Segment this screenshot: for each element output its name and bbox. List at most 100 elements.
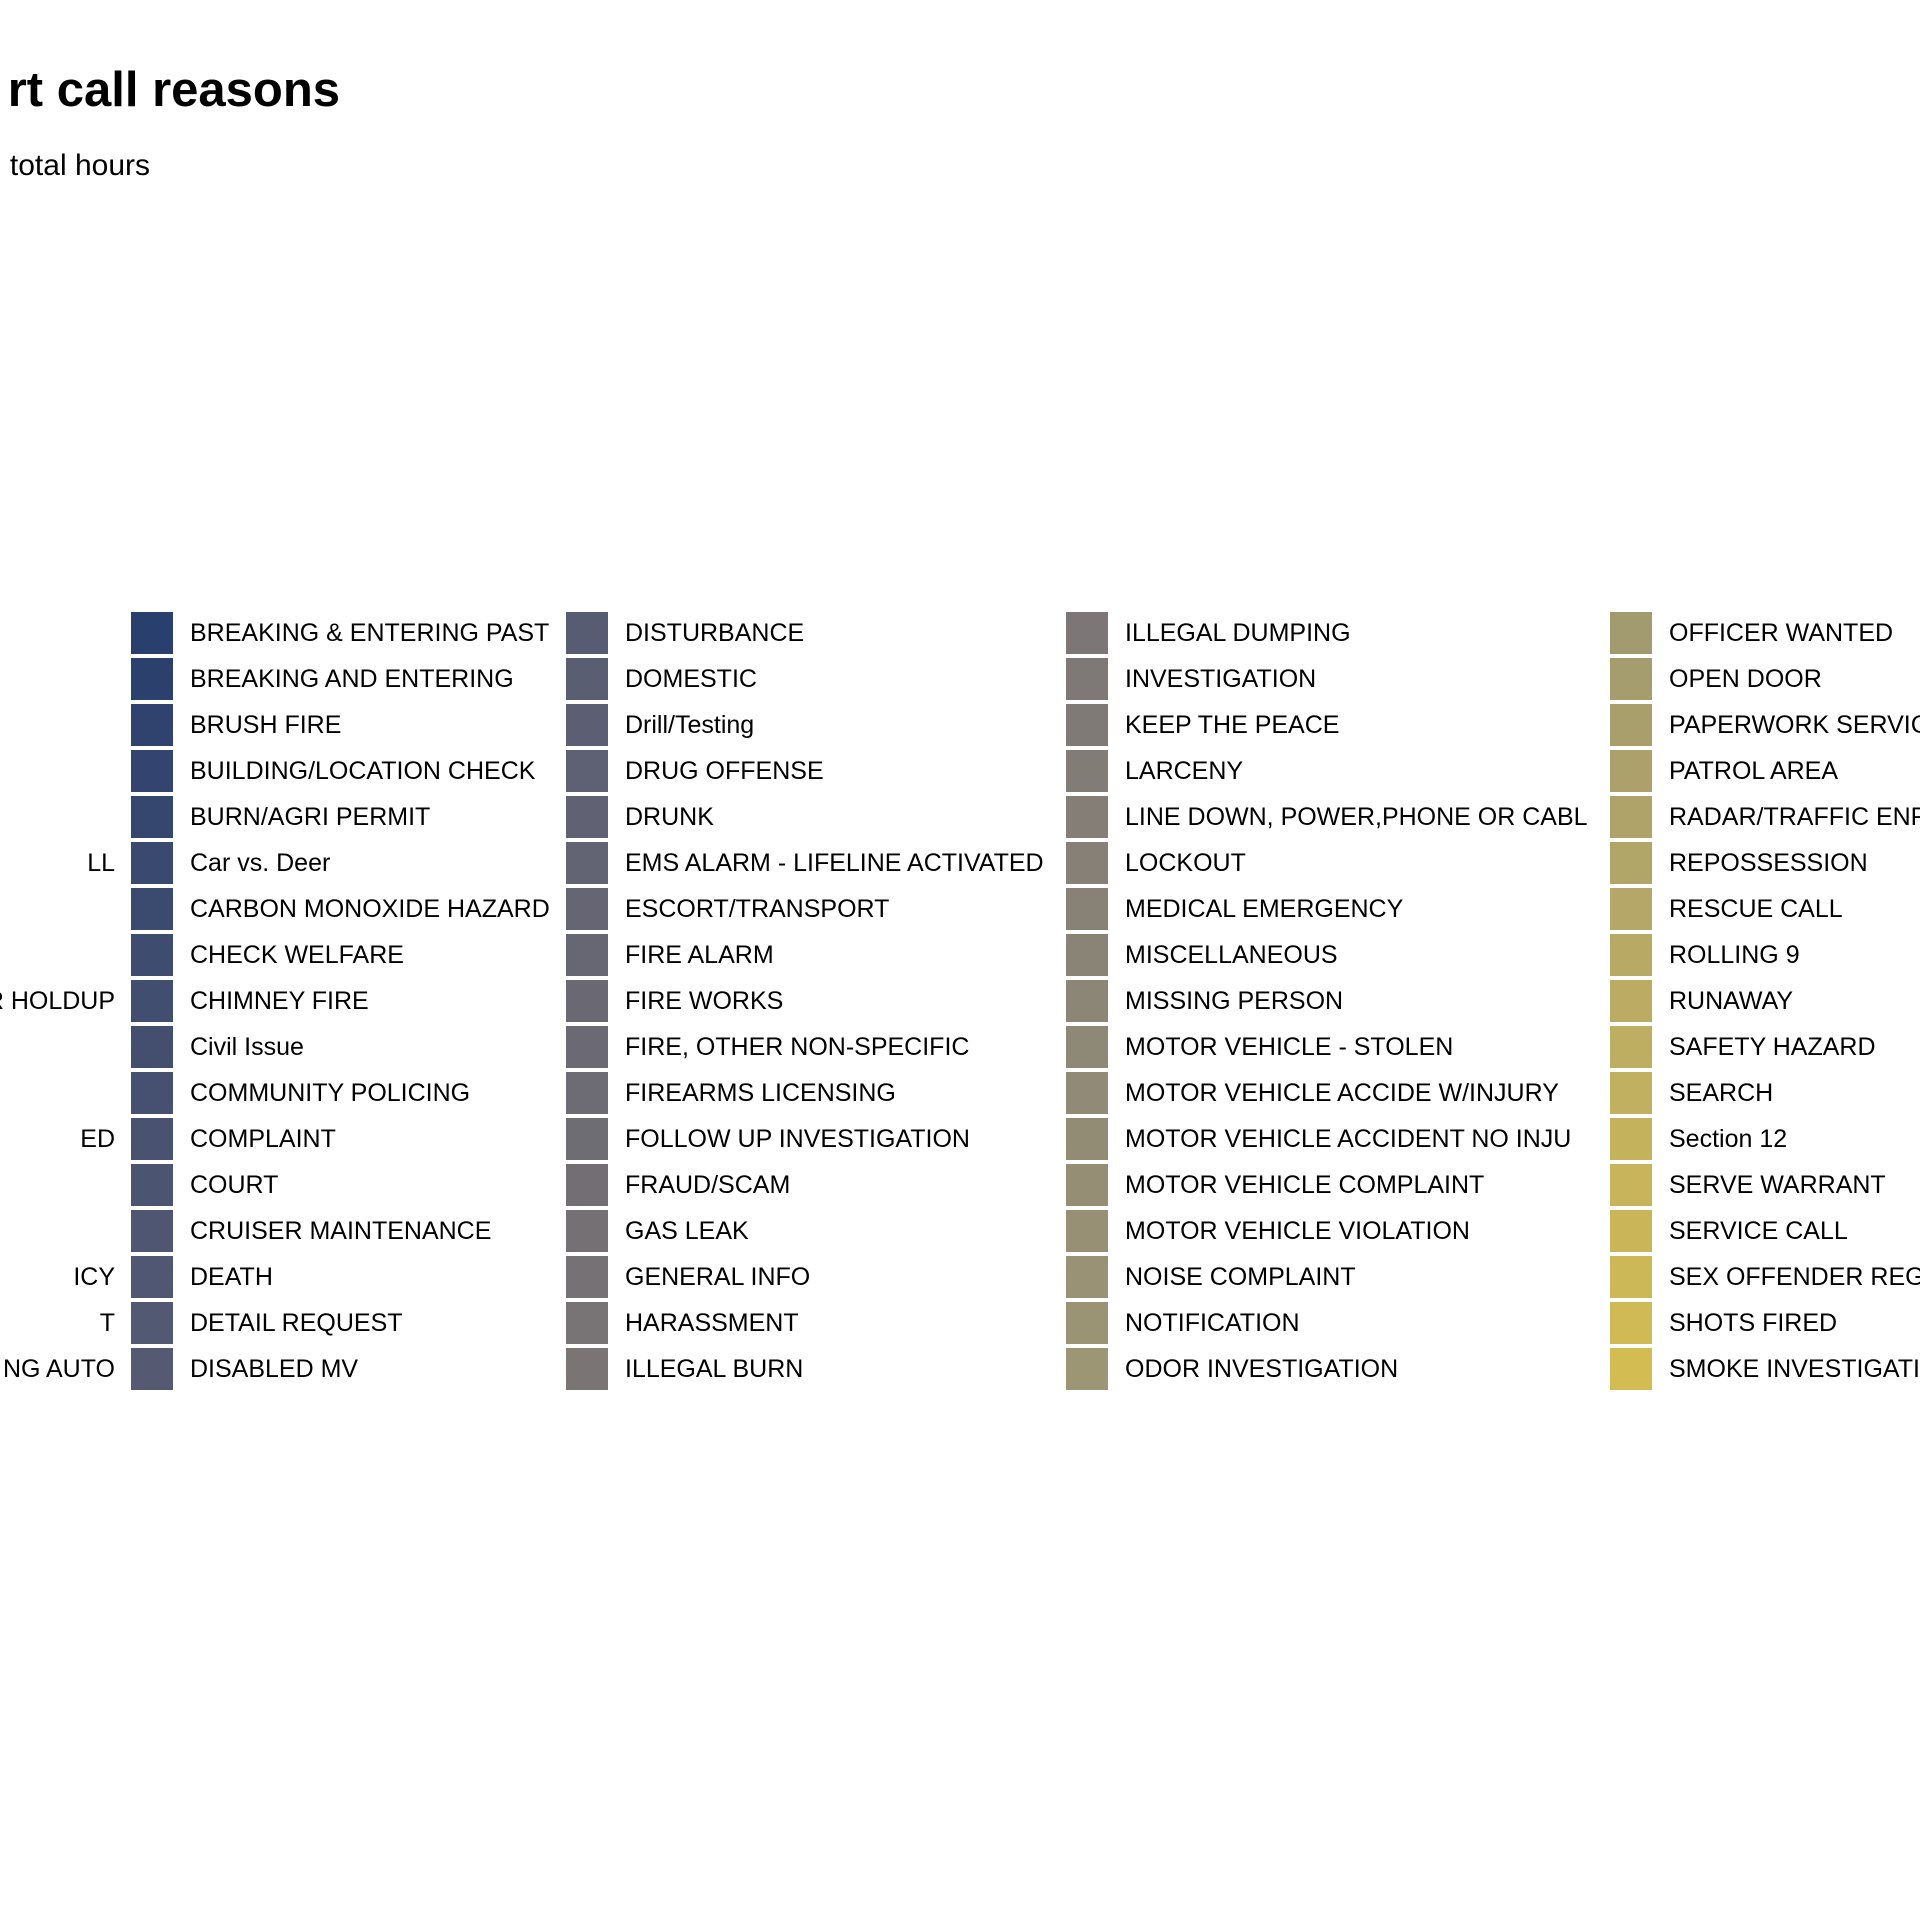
legend-label: KEEP THE PEACE bbox=[1125, 710, 1340, 739]
legend-label: MOTOR VEHICLE - STOLEN bbox=[1125, 1032, 1454, 1061]
legend-item: PATROL AREA bbox=[1610, 748, 1920, 794]
legend-label: FIRE ALARM bbox=[625, 940, 774, 969]
legend-item: SERVE WARRANT bbox=[1610, 1162, 1920, 1208]
legend-label: CARBON MONOXIDE HAZARD bbox=[190, 894, 550, 923]
legend-swatch bbox=[1610, 1072, 1652, 1114]
legend-item: FOLLOW UP INVESTIGATION bbox=[566, 1116, 1044, 1162]
legend-swatch bbox=[1066, 796, 1108, 838]
legend-label: MOTOR VEHICLE VIOLATION bbox=[1125, 1216, 1470, 1245]
legend-item: CHIMNEY FIRE bbox=[131, 978, 550, 1024]
legend-swatch bbox=[1610, 1302, 1652, 1344]
legend-swatch bbox=[1610, 934, 1652, 976]
legend-item: BURN/AGRI PERMIT bbox=[131, 794, 550, 840]
legend-swatch bbox=[131, 612, 173, 654]
legend-item: CHECK WELFARE bbox=[131, 932, 550, 978]
legend-swatch bbox=[566, 1210, 608, 1252]
legend-item-clipped: LL bbox=[0, 840, 115, 886]
legend-item-clipped bbox=[0, 610, 115, 656]
legend-swatch bbox=[566, 704, 608, 746]
legend-item: SERVICE CALL bbox=[1610, 1208, 1920, 1254]
legend-swatch bbox=[1610, 612, 1652, 654]
legend-swatch bbox=[131, 934, 173, 976]
legend-item-clipped bbox=[0, 1162, 115, 1208]
legend-swatch bbox=[1066, 750, 1108, 792]
legend-label: Civil Issue bbox=[190, 1032, 304, 1061]
legend-item: DOMESTIC bbox=[566, 656, 1044, 702]
legend-swatch bbox=[131, 1348, 173, 1390]
legend-item: Car vs. Deer bbox=[131, 840, 550, 886]
legend-swatch bbox=[566, 658, 608, 700]
legend-item: PAPERWORK SERVIC bbox=[1610, 702, 1920, 748]
legend-label: SERVICE CALL bbox=[1669, 1216, 1848, 1245]
legend-label: ILLEGAL BURN bbox=[625, 1354, 804, 1383]
legend-label: FIRE WORKS bbox=[625, 986, 784, 1015]
legend-item: INVESTIGATION bbox=[1066, 656, 1588, 702]
legend-label: MOTOR VEHICLE COMPLAINT bbox=[1125, 1170, 1485, 1199]
legend-swatch bbox=[566, 1302, 608, 1344]
legend-label: MOTOR VEHICLE ACCIDE W/INJURY bbox=[1125, 1078, 1559, 1107]
legend-item-clipped bbox=[0, 1208, 115, 1254]
legend-item: MOTOR VEHICLE - STOLEN bbox=[1066, 1024, 1588, 1070]
legend-item: ROLLING 9 bbox=[1610, 932, 1920, 978]
legend-label: SEARCH bbox=[1669, 1078, 1774, 1107]
legend-swatch bbox=[131, 888, 173, 930]
legend-swatch bbox=[1610, 1164, 1652, 1206]
legend-label: RUNAWAY bbox=[1669, 986, 1794, 1015]
legend-item: FIRE ALARM bbox=[566, 932, 1044, 978]
legend-label: CRUISER MAINTENANCE bbox=[190, 1216, 492, 1245]
legend-label: NOTIFICATION bbox=[1125, 1308, 1300, 1337]
legend-swatch bbox=[131, 796, 173, 838]
legend-item-clipped bbox=[0, 1024, 115, 1070]
legend-label: DEATH bbox=[190, 1262, 273, 1291]
legend-label: OFFICER WANTED bbox=[1669, 618, 1894, 647]
legend-swatch bbox=[1610, 842, 1652, 884]
legend-label: REPOSSESSION bbox=[1669, 848, 1868, 877]
legend-label: FIREARMS LICENSING bbox=[625, 1078, 896, 1107]
legend-item-clipped bbox=[0, 932, 115, 978]
legend-label: RADAR/TRAFFIC ENF bbox=[1669, 802, 1920, 831]
legend-label: ICY bbox=[73, 1262, 115, 1291]
legend-swatch bbox=[131, 704, 173, 746]
legend-item: Drill/Testing bbox=[566, 702, 1044, 748]
legend-item: MOTOR VEHICLE ACCIDE W/INJURY bbox=[1066, 1070, 1588, 1116]
legend-item-clipped bbox=[0, 886, 115, 932]
legend-label: SEX OFFENDER REG bbox=[1669, 1262, 1920, 1291]
legend-item: REPOSSESSION bbox=[1610, 840, 1920, 886]
legend-swatch bbox=[1610, 980, 1652, 1022]
legend-column-4: OFFICER WANTED OPEN DOOR PAPERWORK SERVIC P… bbox=[1610, 610, 1920, 1392]
legend-item: COURT bbox=[131, 1162, 550, 1208]
legend-item: ESCORT/TRANSPORT bbox=[566, 886, 1044, 932]
legend-label: GENERAL INFO bbox=[625, 1262, 811, 1291]
legend-swatch bbox=[1066, 658, 1108, 700]
legend-label: T bbox=[99, 1308, 115, 1337]
legend-item: DRUNK bbox=[566, 794, 1044, 840]
legend-label: DOMESTIC bbox=[625, 664, 757, 693]
legend-swatch bbox=[1610, 704, 1652, 746]
legend-item: COMPLAINT bbox=[131, 1116, 550, 1162]
legend-label: BRUSH FIRE bbox=[190, 710, 342, 739]
legend-label: R HOLDUP bbox=[0, 986, 115, 1015]
legend-item: COMMUNITY POLICING bbox=[131, 1070, 550, 1116]
legend-swatch bbox=[566, 1348, 608, 1390]
legend-label: ROLLING 9 bbox=[1669, 940, 1800, 969]
chart-title: rt call reasons bbox=[7, 63, 340, 117]
legend-swatch bbox=[131, 980, 173, 1022]
legend-item-clipped bbox=[0, 794, 115, 840]
legend-label: DETAIL REQUEST bbox=[190, 1308, 403, 1337]
legend-swatch bbox=[131, 1210, 173, 1252]
legend-label: FRAUD/SCAM bbox=[625, 1170, 791, 1199]
legend-item: FIRE, OTHER NON-SPECIFIC bbox=[566, 1024, 1044, 1070]
legend-label: MEDICAL EMERGENCY bbox=[1125, 894, 1404, 923]
legend-label: Section 12 bbox=[1669, 1124, 1788, 1153]
legend-swatch bbox=[566, 612, 608, 654]
legend-label: OPEN DOOR bbox=[1669, 664, 1822, 693]
legend-swatch bbox=[1066, 1072, 1108, 1114]
legend-label: NG AUTO bbox=[2, 1354, 115, 1383]
legend-label: ODOR INVESTIGATION bbox=[1125, 1354, 1399, 1383]
legend-item: DETAIL REQUEST bbox=[131, 1300, 550, 1346]
legend-swatch bbox=[1066, 934, 1108, 976]
legend-item: Section 12 bbox=[1610, 1116, 1920, 1162]
legend-swatch bbox=[1066, 1302, 1108, 1344]
legend-label: SHOTS FIRED bbox=[1669, 1308, 1838, 1337]
